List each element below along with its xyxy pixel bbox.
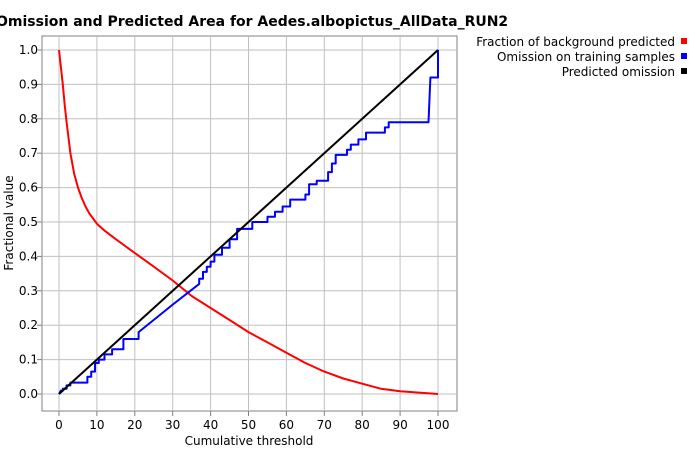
y-tick-label: 0.9 xyxy=(19,77,38,91)
x-tick-label: 70 xyxy=(317,418,332,432)
legend-entry-fraction-background-swatch xyxy=(681,38,687,44)
legend-entry-predicted-omission-label: Predicted omission xyxy=(562,65,675,79)
x-tick-label: 0 xyxy=(55,418,63,432)
x-tick-label: 20 xyxy=(127,418,142,432)
plot-area xyxy=(41,35,458,412)
series-layer xyxy=(58,49,439,395)
x-tick-label: 100 xyxy=(427,418,450,432)
y-tick-label: 0.5 xyxy=(19,215,38,229)
predicted-omission-line xyxy=(58,49,439,395)
legend-entry-fraction-background-label: Fraction of background predicted xyxy=(476,35,675,49)
grid xyxy=(42,36,457,411)
y-tick-label: 0.0 xyxy=(19,387,38,401)
y-tick-label: 0.1 xyxy=(19,353,38,367)
x-tick-label: 10 xyxy=(89,418,104,432)
y-tick-label: 0.2 xyxy=(19,318,38,332)
chart-title: Omission and Predicted Area for Aedes.al… xyxy=(0,14,508,30)
omission-training-samples-line xyxy=(58,50,439,395)
x-tick-label: 40 xyxy=(203,418,218,432)
x-tick-label: 90 xyxy=(392,418,407,432)
x-axis-label: Cumulative threshold xyxy=(185,434,314,448)
x-tick-label: 80 xyxy=(355,418,370,432)
fraction-background-predicted-line xyxy=(58,49,439,395)
x-tick-label: 50 xyxy=(241,418,256,432)
y-axis-label: Fractional value xyxy=(2,175,16,270)
legend-entry-omission-training-swatch xyxy=(681,53,687,59)
legend-entry-omission-training-label: Omission on training samples xyxy=(497,50,675,64)
y-tick-label: 0.7 xyxy=(19,146,38,160)
y-tick-label: 0.3 xyxy=(19,284,38,298)
x-tick-label: 60 xyxy=(279,418,294,432)
legend-entry-predicted-omission-swatch xyxy=(681,68,687,74)
y-tick-label: 1.0 xyxy=(19,43,38,57)
y-tick-label: 0.4 xyxy=(19,249,38,263)
legend: Fraction of background predictedOmission… xyxy=(476,35,687,79)
y-tick-label: 0.8 xyxy=(19,112,38,126)
x-tick-label: 30 xyxy=(165,418,180,432)
y-tick-label: 0.6 xyxy=(19,181,38,195)
axis-ticks: 0 10 20 30 40 50 60 70 80 90 100 0.0 0.1 0.2 0.3 0.4 0.5… xyxy=(19,43,450,432)
